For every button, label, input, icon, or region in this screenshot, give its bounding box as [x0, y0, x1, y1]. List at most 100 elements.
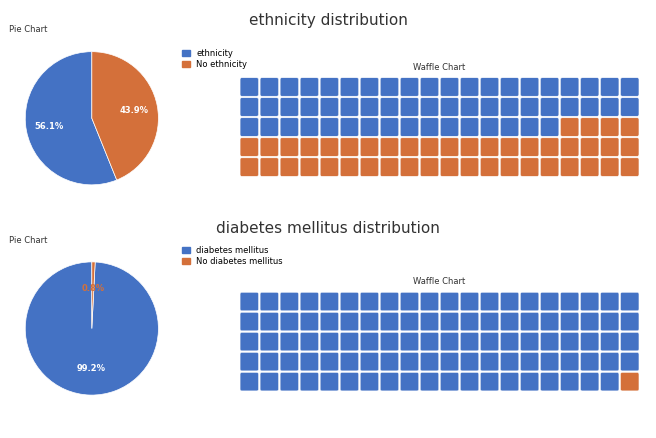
- FancyBboxPatch shape: [480, 138, 499, 156]
- FancyBboxPatch shape: [340, 353, 359, 371]
- FancyBboxPatch shape: [420, 332, 439, 351]
- FancyBboxPatch shape: [240, 78, 258, 96]
- Text: 99.2%: 99.2%: [76, 364, 106, 373]
- Legend: ethnicity, No ethnicity: ethnicity, No ethnicity: [181, 48, 248, 70]
- FancyBboxPatch shape: [380, 138, 399, 156]
- Text: ethnicity distribution: ethnicity distribution: [249, 13, 407, 28]
- FancyBboxPatch shape: [340, 372, 359, 391]
- FancyBboxPatch shape: [600, 118, 619, 136]
- FancyBboxPatch shape: [560, 98, 579, 116]
- FancyBboxPatch shape: [360, 353, 379, 371]
- FancyBboxPatch shape: [501, 293, 519, 311]
- FancyBboxPatch shape: [260, 118, 279, 136]
- Text: Pie Chart: Pie Chart: [9, 236, 47, 244]
- FancyBboxPatch shape: [360, 78, 379, 96]
- FancyBboxPatch shape: [520, 332, 539, 351]
- FancyBboxPatch shape: [440, 312, 459, 331]
- FancyBboxPatch shape: [280, 372, 298, 391]
- FancyBboxPatch shape: [240, 118, 258, 136]
- FancyBboxPatch shape: [520, 78, 539, 96]
- FancyBboxPatch shape: [360, 158, 379, 176]
- FancyBboxPatch shape: [300, 118, 319, 136]
- FancyBboxPatch shape: [520, 138, 539, 156]
- FancyBboxPatch shape: [621, 138, 639, 156]
- FancyBboxPatch shape: [480, 158, 499, 176]
- Text: diabetes mellitus distribution: diabetes mellitus distribution: [216, 221, 440, 236]
- FancyBboxPatch shape: [480, 293, 499, 311]
- FancyBboxPatch shape: [541, 372, 559, 391]
- FancyBboxPatch shape: [560, 372, 579, 391]
- FancyBboxPatch shape: [320, 293, 338, 311]
- FancyBboxPatch shape: [400, 312, 419, 331]
- FancyBboxPatch shape: [420, 78, 439, 96]
- FancyBboxPatch shape: [621, 78, 639, 96]
- FancyBboxPatch shape: [400, 332, 419, 351]
- FancyBboxPatch shape: [480, 353, 499, 371]
- FancyBboxPatch shape: [501, 138, 519, 156]
- FancyBboxPatch shape: [300, 158, 319, 176]
- FancyBboxPatch shape: [480, 118, 499, 136]
- FancyBboxPatch shape: [320, 332, 338, 351]
- FancyBboxPatch shape: [340, 332, 359, 351]
- FancyBboxPatch shape: [400, 353, 419, 371]
- FancyBboxPatch shape: [501, 353, 519, 371]
- FancyBboxPatch shape: [300, 312, 319, 331]
- FancyBboxPatch shape: [320, 98, 338, 116]
- FancyBboxPatch shape: [440, 138, 459, 156]
- FancyBboxPatch shape: [461, 138, 479, 156]
- FancyBboxPatch shape: [461, 78, 479, 96]
- FancyBboxPatch shape: [581, 158, 599, 176]
- FancyBboxPatch shape: [340, 98, 359, 116]
- FancyBboxPatch shape: [280, 353, 298, 371]
- FancyBboxPatch shape: [320, 158, 338, 176]
- FancyBboxPatch shape: [240, 158, 258, 176]
- Title: Waffle Chart: Waffle Chart: [413, 277, 466, 286]
- FancyBboxPatch shape: [280, 158, 298, 176]
- FancyBboxPatch shape: [440, 332, 459, 351]
- FancyBboxPatch shape: [541, 353, 559, 371]
- FancyBboxPatch shape: [600, 138, 619, 156]
- Legend: diabetes mellitus, No diabetes mellitus: diabetes mellitus, No diabetes mellitus: [181, 245, 284, 267]
- Title: Waffle Chart: Waffle Chart: [413, 63, 466, 72]
- Text: 43.9%: 43.9%: [120, 106, 149, 114]
- FancyBboxPatch shape: [260, 138, 279, 156]
- FancyBboxPatch shape: [260, 293, 279, 311]
- FancyBboxPatch shape: [600, 293, 619, 311]
- FancyBboxPatch shape: [260, 372, 279, 391]
- FancyBboxPatch shape: [520, 293, 539, 311]
- Wedge shape: [26, 262, 158, 395]
- FancyBboxPatch shape: [320, 78, 338, 96]
- FancyBboxPatch shape: [280, 332, 298, 351]
- FancyBboxPatch shape: [320, 353, 338, 371]
- FancyBboxPatch shape: [621, 158, 639, 176]
- FancyBboxPatch shape: [600, 98, 619, 116]
- FancyBboxPatch shape: [560, 118, 579, 136]
- FancyBboxPatch shape: [240, 293, 258, 311]
- FancyBboxPatch shape: [621, 332, 639, 351]
- FancyBboxPatch shape: [240, 138, 258, 156]
- FancyBboxPatch shape: [380, 158, 399, 176]
- FancyBboxPatch shape: [501, 118, 519, 136]
- FancyBboxPatch shape: [260, 312, 279, 331]
- FancyBboxPatch shape: [380, 293, 399, 311]
- FancyBboxPatch shape: [420, 312, 439, 331]
- FancyBboxPatch shape: [461, 293, 479, 311]
- FancyBboxPatch shape: [501, 98, 519, 116]
- FancyBboxPatch shape: [340, 312, 359, 331]
- FancyBboxPatch shape: [260, 78, 279, 96]
- FancyBboxPatch shape: [621, 293, 639, 311]
- FancyBboxPatch shape: [380, 353, 399, 371]
- FancyBboxPatch shape: [360, 98, 379, 116]
- FancyBboxPatch shape: [420, 138, 439, 156]
- FancyBboxPatch shape: [360, 293, 379, 311]
- FancyBboxPatch shape: [360, 312, 379, 331]
- FancyBboxPatch shape: [541, 312, 559, 331]
- FancyBboxPatch shape: [480, 312, 499, 331]
- FancyBboxPatch shape: [260, 158, 279, 176]
- FancyBboxPatch shape: [600, 158, 619, 176]
- FancyBboxPatch shape: [360, 118, 379, 136]
- FancyBboxPatch shape: [440, 158, 459, 176]
- FancyBboxPatch shape: [520, 98, 539, 116]
- FancyBboxPatch shape: [581, 118, 599, 136]
- FancyBboxPatch shape: [340, 138, 359, 156]
